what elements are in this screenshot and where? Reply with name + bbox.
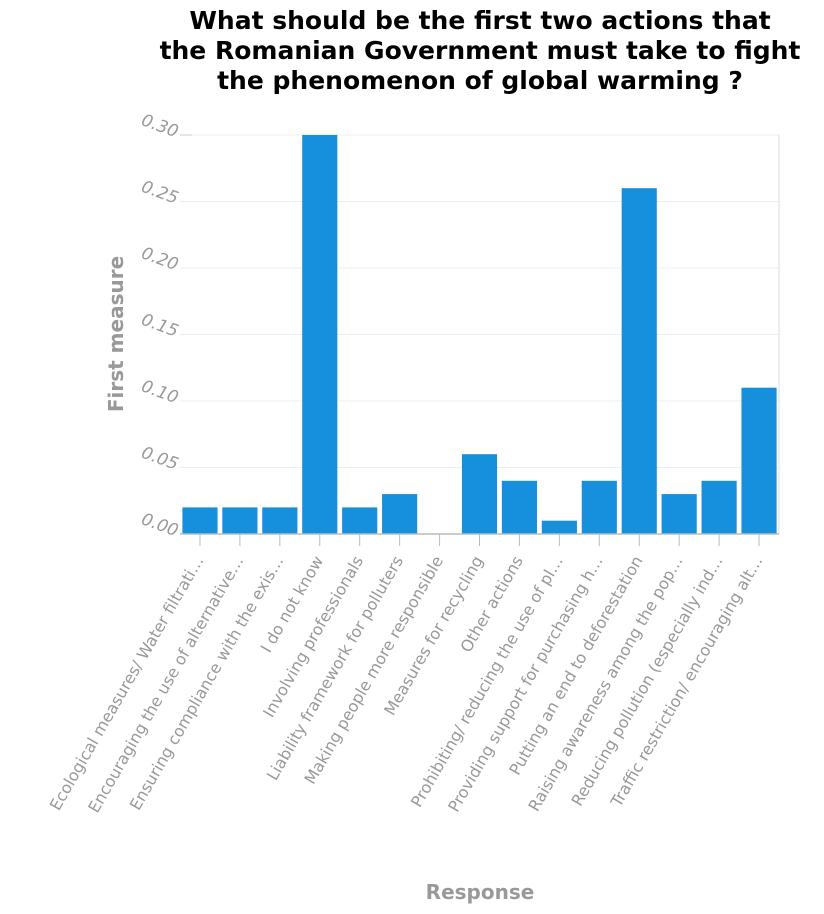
y-tick-label: 0.10 (139, 376, 181, 408)
y-axis-title: First measure (104, 256, 128, 412)
y-tick-label: 0.15 (139, 310, 181, 342)
y-tick-label: 0.25 (139, 177, 181, 209)
bar-2 (262, 507, 298, 534)
bar-0 (182, 507, 218, 534)
bar-9 (541, 520, 577, 534)
x-tick-label: Encouraging the use of alternative… (84, 553, 247, 816)
bar-7 (461, 454, 498, 534)
y-tick-label: 0.05 (139, 443, 181, 475)
bar-14 (741, 387, 777, 534)
x-axis-title: Response (426, 880, 535, 904)
y-tick-label: 0.20 (139, 243, 181, 275)
bar-8 (501, 480, 538, 534)
y-tick-labels: 0.00 0.05 0.10 0.15 0.20 0.25 0.30 (139, 110, 181, 541)
bar-12 (661, 494, 697, 534)
chart-title-line-3: the phenomenon of global warming ? (217, 66, 743, 95)
bar-3 (302, 135, 338, 534)
axes (180, 134, 779, 546)
bar-11 (621, 188, 657, 534)
bars (182, 135, 777, 534)
x-tick-label: Ecological measures/ Water filtrati… (46, 553, 208, 814)
bar-5 (382, 494, 418, 534)
bar-10 (581, 480, 617, 534)
x-tick-labels: Ecological measures/ Water filtrati…Enco… (46, 553, 767, 816)
y-tick-label: 0.00 (139, 509, 181, 541)
chart-title-line-1: What should be the first two actions tha… (189, 6, 770, 35)
chart-title-line-2: the Romanian Government must take to fig… (160, 36, 801, 65)
bar-4 (342, 507, 378, 534)
y-tick-label: 0.30 (139, 110, 181, 142)
x-tick-label: Traffic restriction/ encouraging alt… (606, 553, 766, 811)
bar-13 (701, 480, 737, 534)
bar-1 (222, 507, 258, 534)
